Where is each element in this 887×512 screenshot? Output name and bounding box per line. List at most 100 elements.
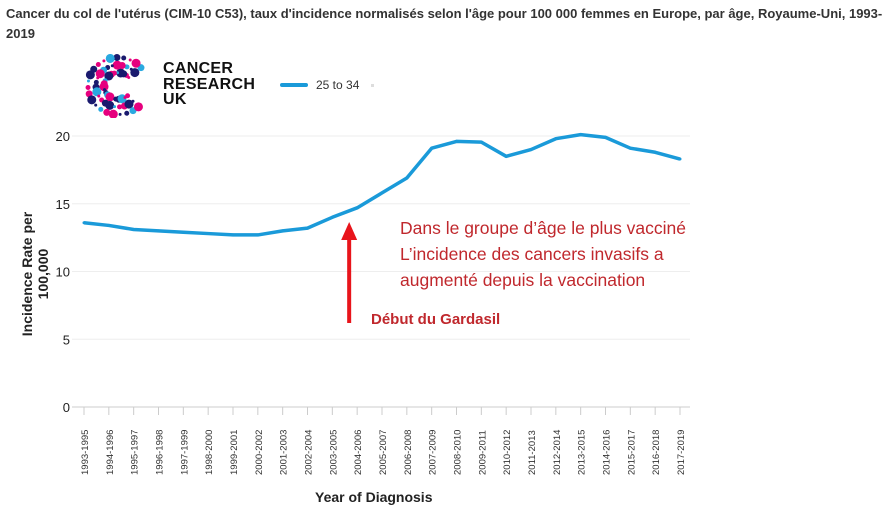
logo-dot <box>131 99 135 103</box>
logo-dot <box>124 110 130 116</box>
logo-dot <box>113 105 117 109</box>
x-tick-label: 2015-2017 <box>626 430 637 475</box>
x-tick-label: 1995-1997 <box>130 430 141 475</box>
logo-dot <box>129 67 133 71</box>
logo-dot <box>124 99 134 109</box>
data-point <box>132 227 136 231</box>
data-point <box>181 230 185 234</box>
y-tick-label: 0 <box>63 400 70 415</box>
data-point <box>206 232 210 236</box>
x-tick-label: 2004-2006 <box>353 430 364 475</box>
data-point <box>455 139 458 143</box>
y-tick-label: 15 <box>56 197 70 212</box>
x-tick-label: 2010-2012 <box>502 430 513 475</box>
logo-dot <box>110 64 114 68</box>
data-point <box>678 157 682 161</box>
data-point <box>82 221 86 225</box>
x-tick-label: 2002-2004 <box>304 430 315 475</box>
x-tick-label: 2007-2009 <box>428 430 439 475</box>
data-point <box>579 133 583 137</box>
x-tick-label: 1996-1998 <box>155 430 166 475</box>
data-point <box>405 176 409 180</box>
logo-dot <box>85 84 91 90</box>
logo-dot <box>85 70 95 80</box>
logo-dot <box>133 102 143 112</box>
data-point <box>107 223 111 227</box>
logo-dot <box>98 106 104 112</box>
annotation-line-3: augmenté depuis la vaccination <box>400 270 646 290</box>
x-tick-label: 1994-1996 <box>105 430 116 475</box>
logo-dot <box>128 58 132 62</box>
logo-dot <box>102 59 106 63</box>
data-point <box>231 233 235 237</box>
logo-dot <box>93 79 99 85</box>
logo-dot <box>131 58 141 68</box>
data-point <box>380 191 384 195</box>
x-tick-label: 1997-1999 <box>179 430 190 475</box>
chart-title: Cancer du col de l'utérus (CIM-10 C53), … <box>6 6 883 41</box>
logo-dot <box>121 55 127 61</box>
x-tick-label: 2003-2005 <box>328 430 339 475</box>
x-tick-label: 2016-2018 <box>651 430 662 475</box>
data-point <box>479 140 483 144</box>
y-tick-label: 20 <box>56 129 70 144</box>
legend[interactable]: 25 to 34 <box>280 78 375 92</box>
x-tick-label: 1998-2000 <box>204 430 215 475</box>
x-tick-label: 2005-2007 <box>378 430 389 475</box>
logo-dot <box>92 87 102 97</box>
data-point <box>430 146 434 150</box>
logo-dot <box>96 76 100 80</box>
logo-dot <box>103 108 111 116</box>
gardasil-label: Début du Gardasil <box>371 311 501 328</box>
brand-line-3: UK <box>163 91 187 108</box>
data-point <box>281 229 285 233</box>
logo-dot <box>116 68 126 78</box>
arrow-head-icon <box>341 222 358 240</box>
logo-dot <box>87 95 97 105</box>
logo-dot <box>99 82 109 92</box>
logo-dot <box>112 60 122 70</box>
x-tick-label: 2011-2013 <box>527 430 538 475</box>
legend-dot <box>371 83 375 87</box>
logo-dot <box>118 112 122 116</box>
logo-dot <box>124 64 130 70</box>
x-tick-label: 2009-2011 <box>477 430 488 475</box>
x-tick-label: 1999-2001 <box>229 430 240 475</box>
data-point <box>653 150 657 154</box>
y-axis-label: Incidence Rate per 100,000 <box>19 211 51 337</box>
brand-line-1: CANCER <box>163 60 234 77</box>
data-point <box>554 137 558 141</box>
logo-dot <box>117 104 123 110</box>
logo-dot <box>95 61 101 67</box>
data-point <box>157 229 160 233</box>
annotation-line-2: L’incidence des cancers invasifs a <box>400 244 664 264</box>
logo-dot <box>95 69 105 79</box>
annotation-text: Dans le groupe d’âge le plus vacciné L’i… <box>400 215 686 293</box>
x-tick-label: 2008-2010 <box>453 430 464 475</box>
x-tick-label: 2000-2002 <box>254 430 265 475</box>
x-axis-label: Year of Diagnosis <box>315 489 433 505</box>
logo-dot <box>86 79 90 83</box>
data-point <box>604 135 607 139</box>
legend-swatch <box>280 83 308 87</box>
logo-dot <box>130 68 140 78</box>
y-tick-label: 10 <box>56 265 70 280</box>
data-point <box>355 206 359 210</box>
logo-dot <box>125 93 131 99</box>
brand-line-2: RESEARCH <box>163 75 256 93</box>
logo-dot <box>105 100 115 110</box>
cancer-research-uk-logo <box>85 54 145 118</box>
x-tick-label: 2013-2015 <box>577 430 588 475</box>
x-tick-label: 2014-2016 <box>602 430 613 475</box>
logo-dot <box>105 54 115 63</box>
y-tick-label: 5 <box>63 332 70 347</box>
data-point <box>504 154 508 158</box>
brand-name: CANCER RESEARCH UK <box>163 61 255 108</box>
x-tick-label: 2001-2003 <box>279 430 290 475</box>
x-tick-label: 2017-2019 <box>676 430 687 475</box>
data-point <box>256 233 260 237</box>
x-tick-label: 2012-2014 <box>552 430 563 475</box>
annotation-line-1: Dans le groupe d’âge le plus vacciné <box>400 218 687 238</box>
logo-dot <box>108 109 118 118</box>
